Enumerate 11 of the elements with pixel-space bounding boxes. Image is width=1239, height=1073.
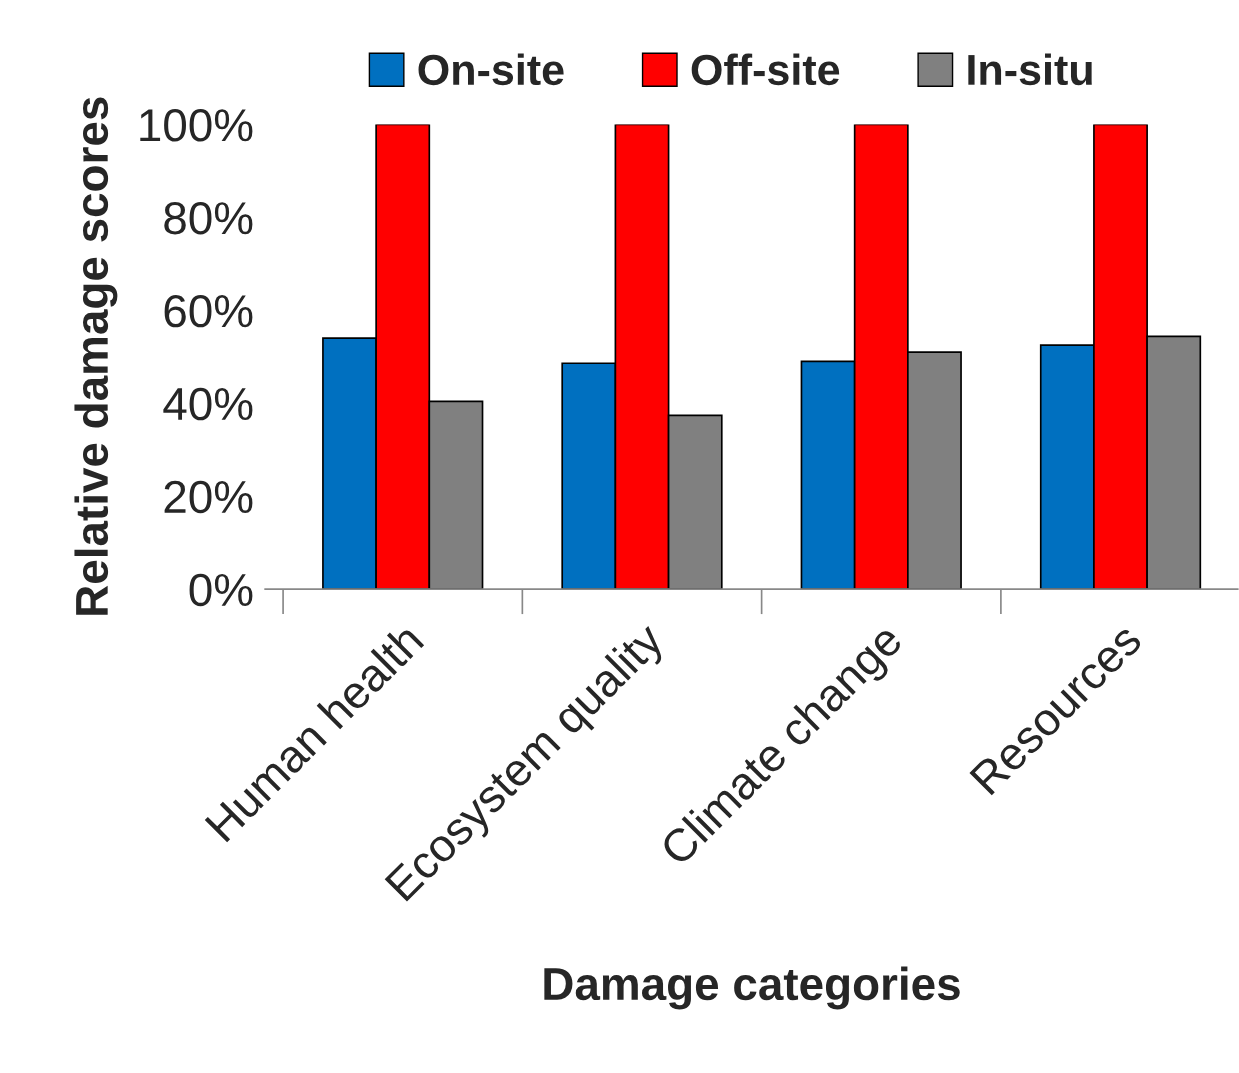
legend-label: Off-site [691,53,840,86]
y-tick-label: 0% [189,573,253,607]
y-tick-label: 60% [164,294,253,328]
y-tick-label: 80% [164,201,253,235]
y-tick-label: 40% [163,387,253,421]
y-tick-label: 20% [164,480,253,514]
legend-label: In-situ [968,53,1092,86]
x-axis-title: Damage categories [544,966,960,1010]
legend-label: On-site [418,53,564,86]
y-tick-label: 100% [140,109,253,142]
y-axis-title: Relative damage scores [74,97,118,615]
